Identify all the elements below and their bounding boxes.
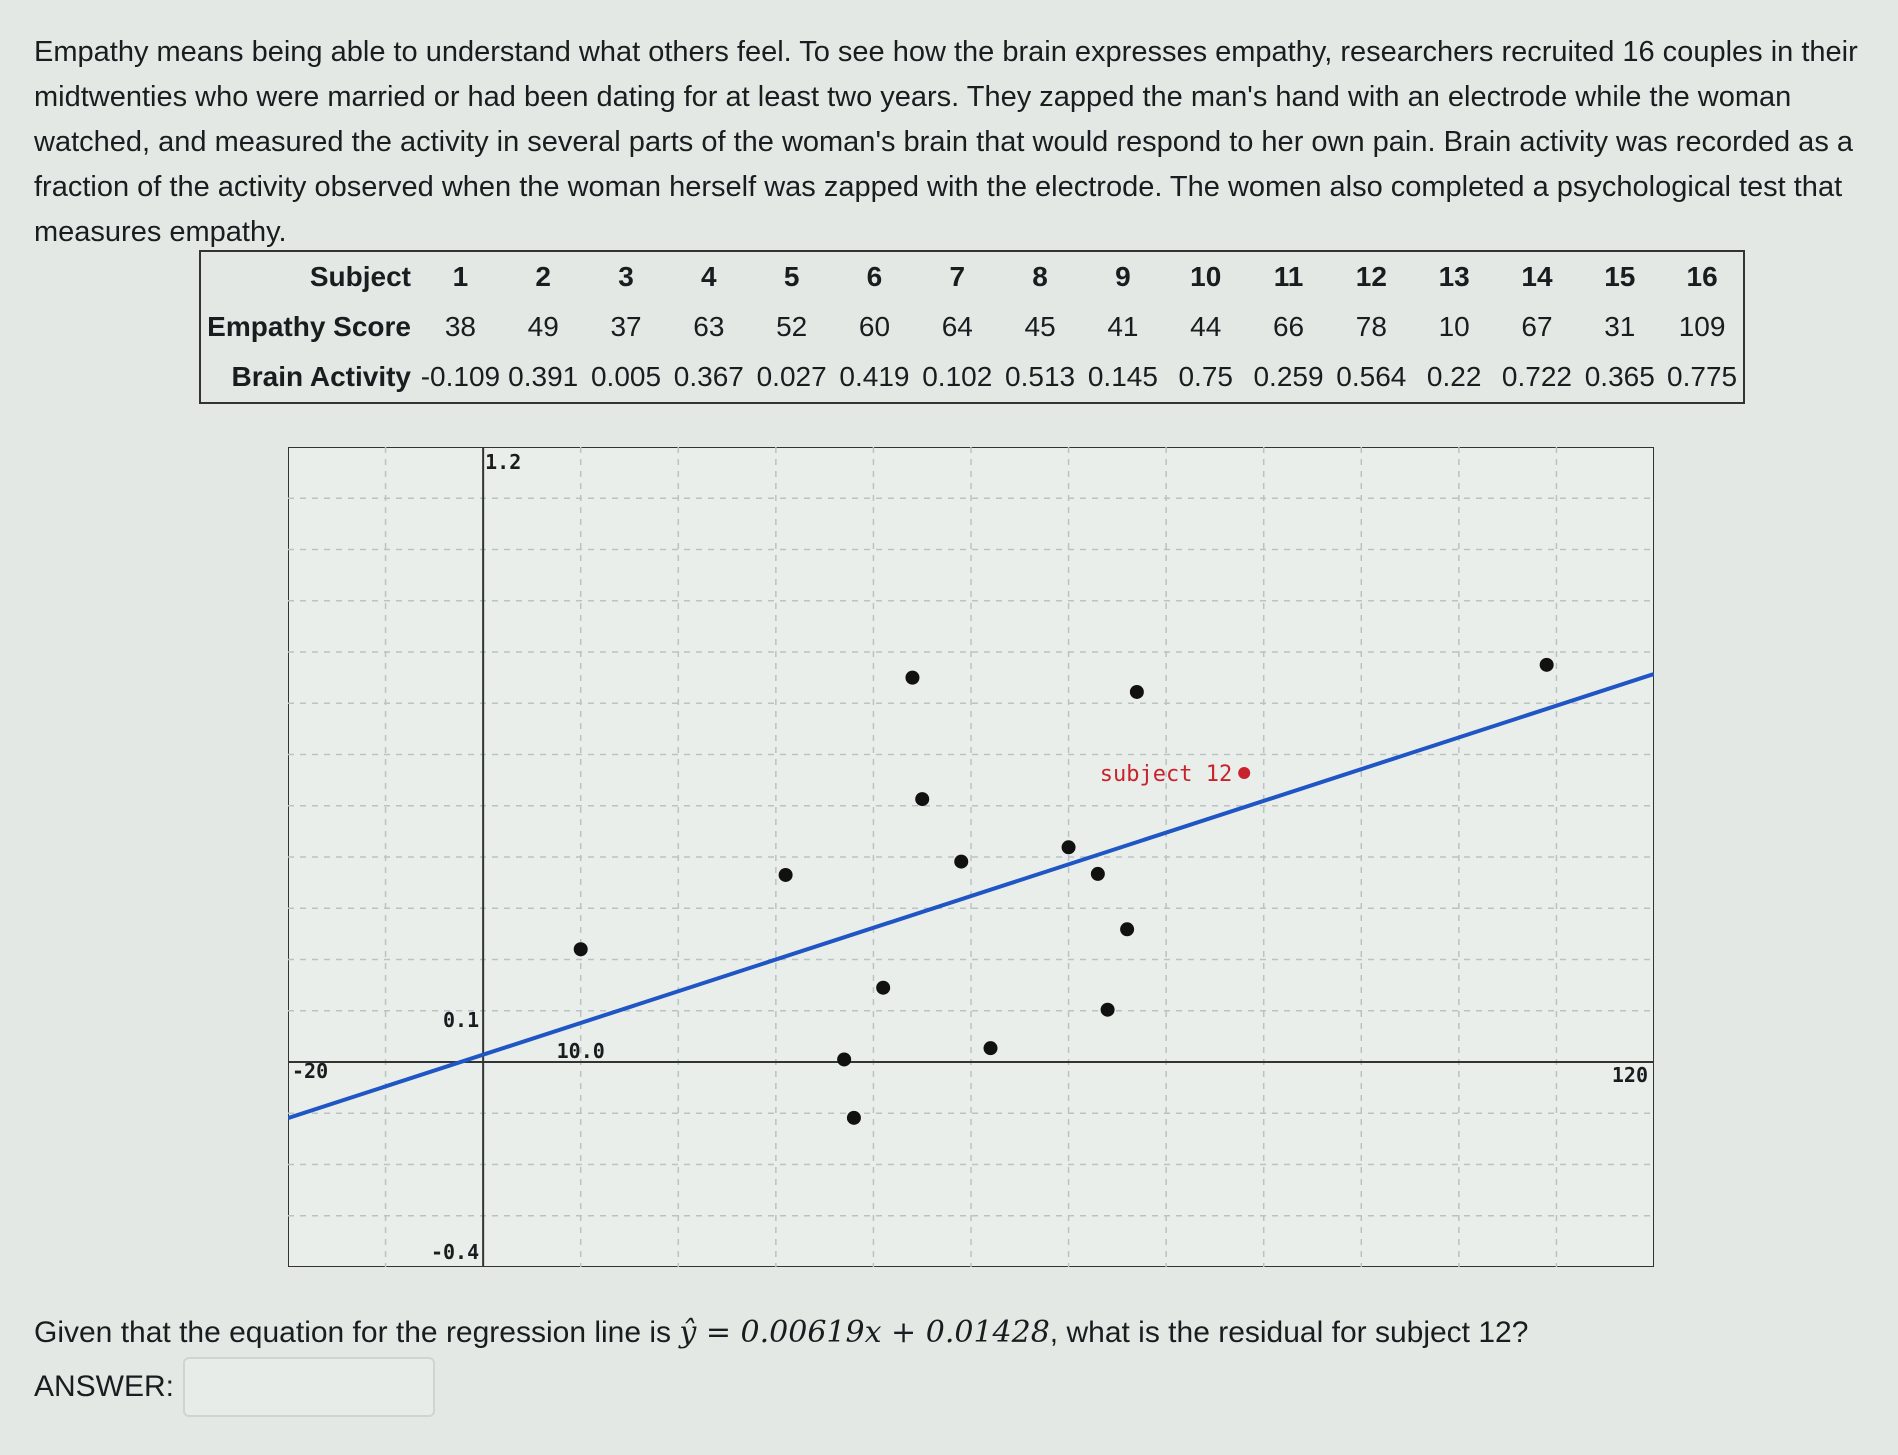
empathy-score-cell: 31	[1604, 310, 1636, 342]
subject-id-cell: 13	[1438, 261, 1470, 293]
data-point	[1120, 922, 1135, 937]
brain-activity-cell: 0.564	[1336, 360, 1407, 392]
empathy-score-cell: 10	[1438, 310, 1470, 342]
empathy-score-cell: 38	[444, 310, 476, 342]
empathy-score-cell: 67	[1521, 310, 1553, 342]
table-row-brain: Brain Activity -0.109 0.391 0.005 0.367 0.02…	[200, 352, 1744, 403]
tick-label: -20	[292, 1059, 328, 1083]
brain-activity-cell: 0.005	[590, 360, 662, 392]
subject-id-cell: 1	[452, 261, 469, 293]
empathy-score-cell: 64	[941, 310, 973, 342]
answer-input[interactable]	[183, 1357, 435, 1417]
tick-label: 0.1	[443, 1008, 479, 1032]
empathy-score-cell: 109	[1678, 310, 1726, 342]
brain-activity-cell: -0.109	[420, 360, 501, 392]
brain-activity-cell: 0.775	[1667, 360, 1738, 392]
data-point	[1090, 866, 1105, 881]
brain-activity-cell: 0.027	[756, 360, 827, 392]
subject-id-cell: 7	[949, 261, 966, 293]
subject-id-cell: 9	[1115, 261, 1131, 293]
data-point	[905, 670, 920, 685]
data-table: Subject 1 2 3 4 5 6 7 8 9 10 11 12 13 14 15 16 Empathy …	[199, 250, 1745, 404]
subject-id-cell: 2	[535, 261, 551, 293]
brain-activity-cell: 0.367	[673, 360, 744, 392]
highlight-point	[1238, 766, 1251, 779]
empathy-score-cell: 44	[1190, 310, 1222, 342]
subject-id-cell: 5	[783, 261, 800, 293]
row-label-brain: Brain Activity	[231, 360, 411, 392]
scatter-plot: -20 10.0 120 1.2 0.1 -0.4 subject 12	[288, 447, 1654, 1267]
brain-activity-cell: 0.102	[922, 360, 993, 392]
highlight-label: subject 12	[1100, 762, 1232, 787]
brain-activity-cell: 0.365	[1584, 360, 1655, 392]
brain-activity-cell: 0.513	[1005, 360, 1076, 392]
brain-activity-cell: 0.391	[508, 360, 579, 392]
data-point	[915, 792, 930, 807]
data-point	[846, 1110, 861, 1125]
table-row-subject: Subject 1 2 3 4 5 6 7 8 9 10 11 12 13 14 15 16	[200, 251, 1744, 302]
row-label-subject: Subject	[309, 261, 411, 293]
regression-equation: ŷ = 0.00619x + 0.01428	[679, 1315, 1050, 1350]
empathy-score-cell: 63	[693, 310, 725, 342]
empathy-score-cell: 78	[1355, 310, 1387, 342]
data-point	[1129, 684, 1144, 699]
brain-activity-cell: 0.722	[1501, 360, 1572, 392]
data-point	[954, 854, 969, 869]
empathy-score-cell: 66	[1272, 310, 1305, 342]
data-point	[778, 867, 793, 882]
data-point	[1539, 657, 1554, 672]
data-point	[1100, 1002, 1115, 1017]
problem-intro: Empathy means being able to understand w…	[34, 36, 1858, 248]
empathy-score-cell: 45	[1024, 310, 1056, 342]
brain-activity-cell: 0.259	[1253, 360, 1324, 392]
subject-id-cell: 11	[1273, 261, 1304, 293]
empathy-score-cell: 37	[610, 310, 642, 342]
brain-activity-cell: 0.145	[1087, 360, 1158, 392]
empathy-score-cell: 49	[527, 310, 559, 342]
data-point	[573, 942, 588, 957]
subject-id-cell: 14	[1521, 261, 1553, 293]
answer-label: ANSWER:	[34, 1370, 175, 1403]
subject-id-cell: 6	[866, 261, 883, 293]
tick-label: 10.0	[557, 1039, 605, 1063]
subject-id-cell: 3	[618, 261, 634, 293]
brain-activity-cell: 0.22	[1426, 360, 1482, 392]
row-label-empathy: Empathy Score	[207, 310, 411, 342]
question-after: , what is the residual for subject 12?	[1049, 1316, 1529, 1349]
tick-label: -0.4	[431, 1240, 479, 1264]
subject-id-cell: 12	[1355, 261, 1387, 293]
empathy-score-cell: 41	[1107, 310, 1139, 342]
subject-id-cell: 16	[1686, 261, 1718, 293]
subject-id-cell: 8	[1032, 261, 1048, 293]
subject-id-cell: 15	[1604, 261, 1636, 293]
data-point	[876, 980, 891, 995]
question-text: Given that the equation for the regressi…	[34, 1315, 1528, 1350]
subject-id-cell: 4	[701, 261, 717, 293]
data-point	[983, 1041, 998, 1056]
brain-activity-cell: 0.419	[839, 360, 910, 392]
empathy-score-cell: 52	[776, 310, 808, 342]
tick-label: 120	[1612, 1063, 1648, 1087]
empathy-score-cell: 60	[858, 310, 891, 342]
subject-id-cell: 10	[1190, 261, 1222, 293]
tick-label: 1.2	[485, 450, 521, 474]
regression-line	[288, 672, 1654, 1121]
brain-activity-cell: 0.75	[1178, 360, 1233, 392]
data-point	[837, 1052, 852, 1067]
table-row-empathy: Empathy Score 38 49 37 63 52 60 64 45 41 44 66 78 10…	[200, 302, 1744, 352]
question-before: Given that the equation for the regressi…	[34, 1316, 680, 1349]
data-point	[1061, 840, 1076, 855]
